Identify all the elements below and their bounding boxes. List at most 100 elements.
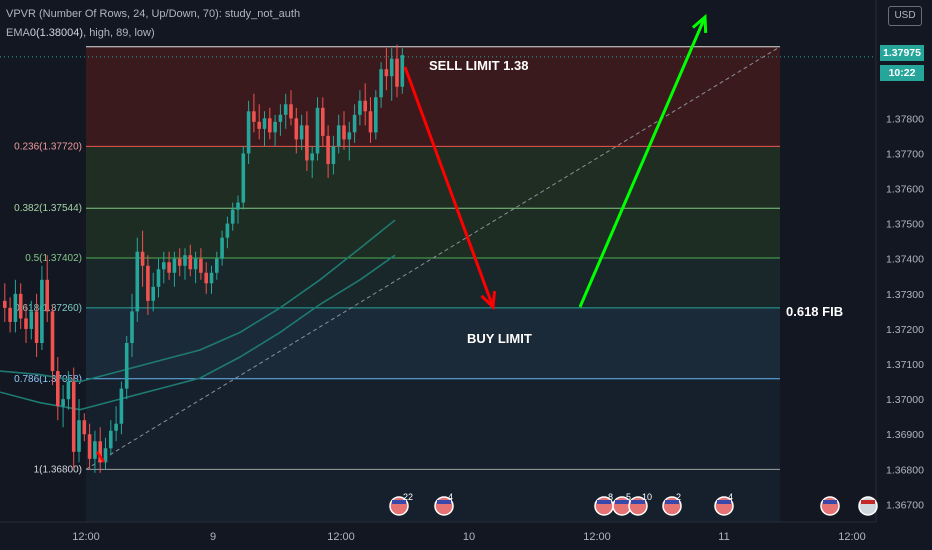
price-tick-label: 1.37800 — [886, 113, 924, 125]
currency-button[interactable]: USD — [888, 6, 922, 26]
candle-body — [262, 118, 267, 129]
candle-body — [8, 307, 12, 322]
price-tick-label: 1.37100 — [886, 359, 924, 371]
candle-body — [289, 104, 293, 119]
candle-body — [87, 434, 92, 459]
candle-body — [283, 104, 288, 115]
indicator-ema-prefix: EMA — [6, 27, 30, 39]
flag-stripe — [717, 500, 731, 504]
candle-body — [273, 121, 277, 133]
event-count-label: 2 — [676, 492, 681, 502]
uk-flag-icon — [858, 496, 878, 516]
indicator-ema-label[interactable]: EMA0(1.38004), high, 89, low) — [6, 27, 155, 39]
candle-body — [268, 118, 272, 133]
candle-body — [368, 111, 373, 133]
indicator-vpvr-label[interactable]: VPVR (Number Of Rows, 24, Up/Down, 70): … — [6, 8, 301, 20]
fib-zone-0.786 — [86, 378, 780, 470]
candle-body — [103, 448, 108, 463]
candle-body — [374, 97, 378, 133]
candle-body — [177, 258, 182, 266]
candle-body — [204, 272, 208, 284]
candle-body — [66, 381, 71, 400]
sell-limit-label: SELL LIMIT 1.38 — [429, 58, 528, 73]
candle-body — [199, 258, 203, 273]
candle-body — [13, 293, 18, 322]
sell-arrow-head — [480, 290, 497, 311]
candle-body — [3, 300, 7, 308]
price-tick-label: 1.37400 — [886, 254, 924, 266]
buy-arrow-head — [691, 13, 708, 34]
candle-body — [40, 279, 44, 343]
flag-stripe — [597, 500, 611, 504]
candle-body — [384, 69, 389, 77]
candle-body — [321, 107, 325, 136]
candle-body — [342, 125, 346, 140]
candle-body — [93, 441, 97, 459]
candle-body — [299, 125, 304, 140]
candle-body — [56, 371, 60, 407]
trend-line — [85, 46, 781, 470]
price-tick-label: 1.37500 — [886, 219, 924, 231]
fib-zone-0.382 — [86, 208, 780, 259]
candle-body — [336, 125, 341, 147]
fib-label-0.786: 0.786(1.37058) — [14, 374, 82, 385]
time-tick-label: 12:00 — [72, 531, 100, 543]
candle-body — [331, 146, 336, 164]
time-tick-label: 12:00 — [583, 531, 611, 543]
candle-body — [124, 342, 129, 389]
candle-body — [135, 251, 140, 312]
candle-body — [71, 381, 76, 452]
candle-body — [236, 202, 240, 210]
fib-label-0.382: 0.382(1.37544) — [14, 203, 82, 214]
time-tick-label: 12:00 — [838, 531, 866, 543]
price-tick-label: 1.36700 — [886, 499, 924, 511]
candle-body — [50, 311, 55, 372]
flag-stripe — [437, 500, 451, 504]
ema-line-low — [0, 254, 396, 411]
candle-body — [45, 279, 49, 312]
candle-body — [389, 58, 394, 77]
candle-body — [29, 311, 34, 329]
time-tick-label: 11 — [718, 531, 729, 543]
flag-stripe — [665, 500, 679, 504]
event-count-label: 22 — [403, 492, 413, 502]
fib-zone-extension — [86, 469, 780, 522]
candle-body — [167, 262, 171, 273]
candle-body — [24, 318, 28, 329]
candle-body — [172, 258, 177, 273]
event-count-label: 8 — [608, 492, 613, 502]
candle-body — [98, 441, 102, 463]
flag-stripe — [615, 500, 629, 504]
candle-body — [183, 255, 187, 266]
candle-body — [379, 69, 383, 98]
candle-body — [395, 58, 399, 87]
candle-body — [18, 293, 23, 319]
fib-zone-0.618 — [86, 307, 780, 379]
countdown-tag: 10:22 — [880, 65, 924, 81]
candle-body — [352, 114, 357, 133]
time-tick-label: 12:00 — [327, 531, 355, 543]
fib-label-0.236: 0.236(1.37720) — [14, 141, 82, 152]
candle-body — [252, 111, 256, 122]
candle-body — [310, 153, 314, 161]
candle-body — [156, 269, 161, 287]
flag-stripe — [823, 500, 837, 504]
candle-body — [326, 135, 330, 164]
buy-arrow-shaft — [578, 16, 707, 308]
event-count-label: 4 — [728, 492, 733, 502]
price-tick-label: 1.37200 — [886, 324, 924, 336]
price-tick-label: 1.36900 — [886, 429, 924, 441]
candle-body — [363, 100, 367, 112]
candle-body — [162, 262, 166, 270]
candle-body — [193, 258, 198, 270]
price-tick-label: 1.37700 — [886, 148, 924, 160]
candle-body — [119, 388, 124, 424]
candle-body — [109, 430, 113, 449]
flag-stripe — [392, 500, 406, 504]
buy-limit-label: BUY LIMIT — [467, 331, 532, 346]
last-price-tag: 1.37975 — [880, 45, 924, 61]
price-tick-label: 1.36800 — [886, 464, 924, 476]
ema-line-high — [0, 219, 396, 383]
indicator-ema-suffix: high, 89, low) — [89, 27, 155, 39]
